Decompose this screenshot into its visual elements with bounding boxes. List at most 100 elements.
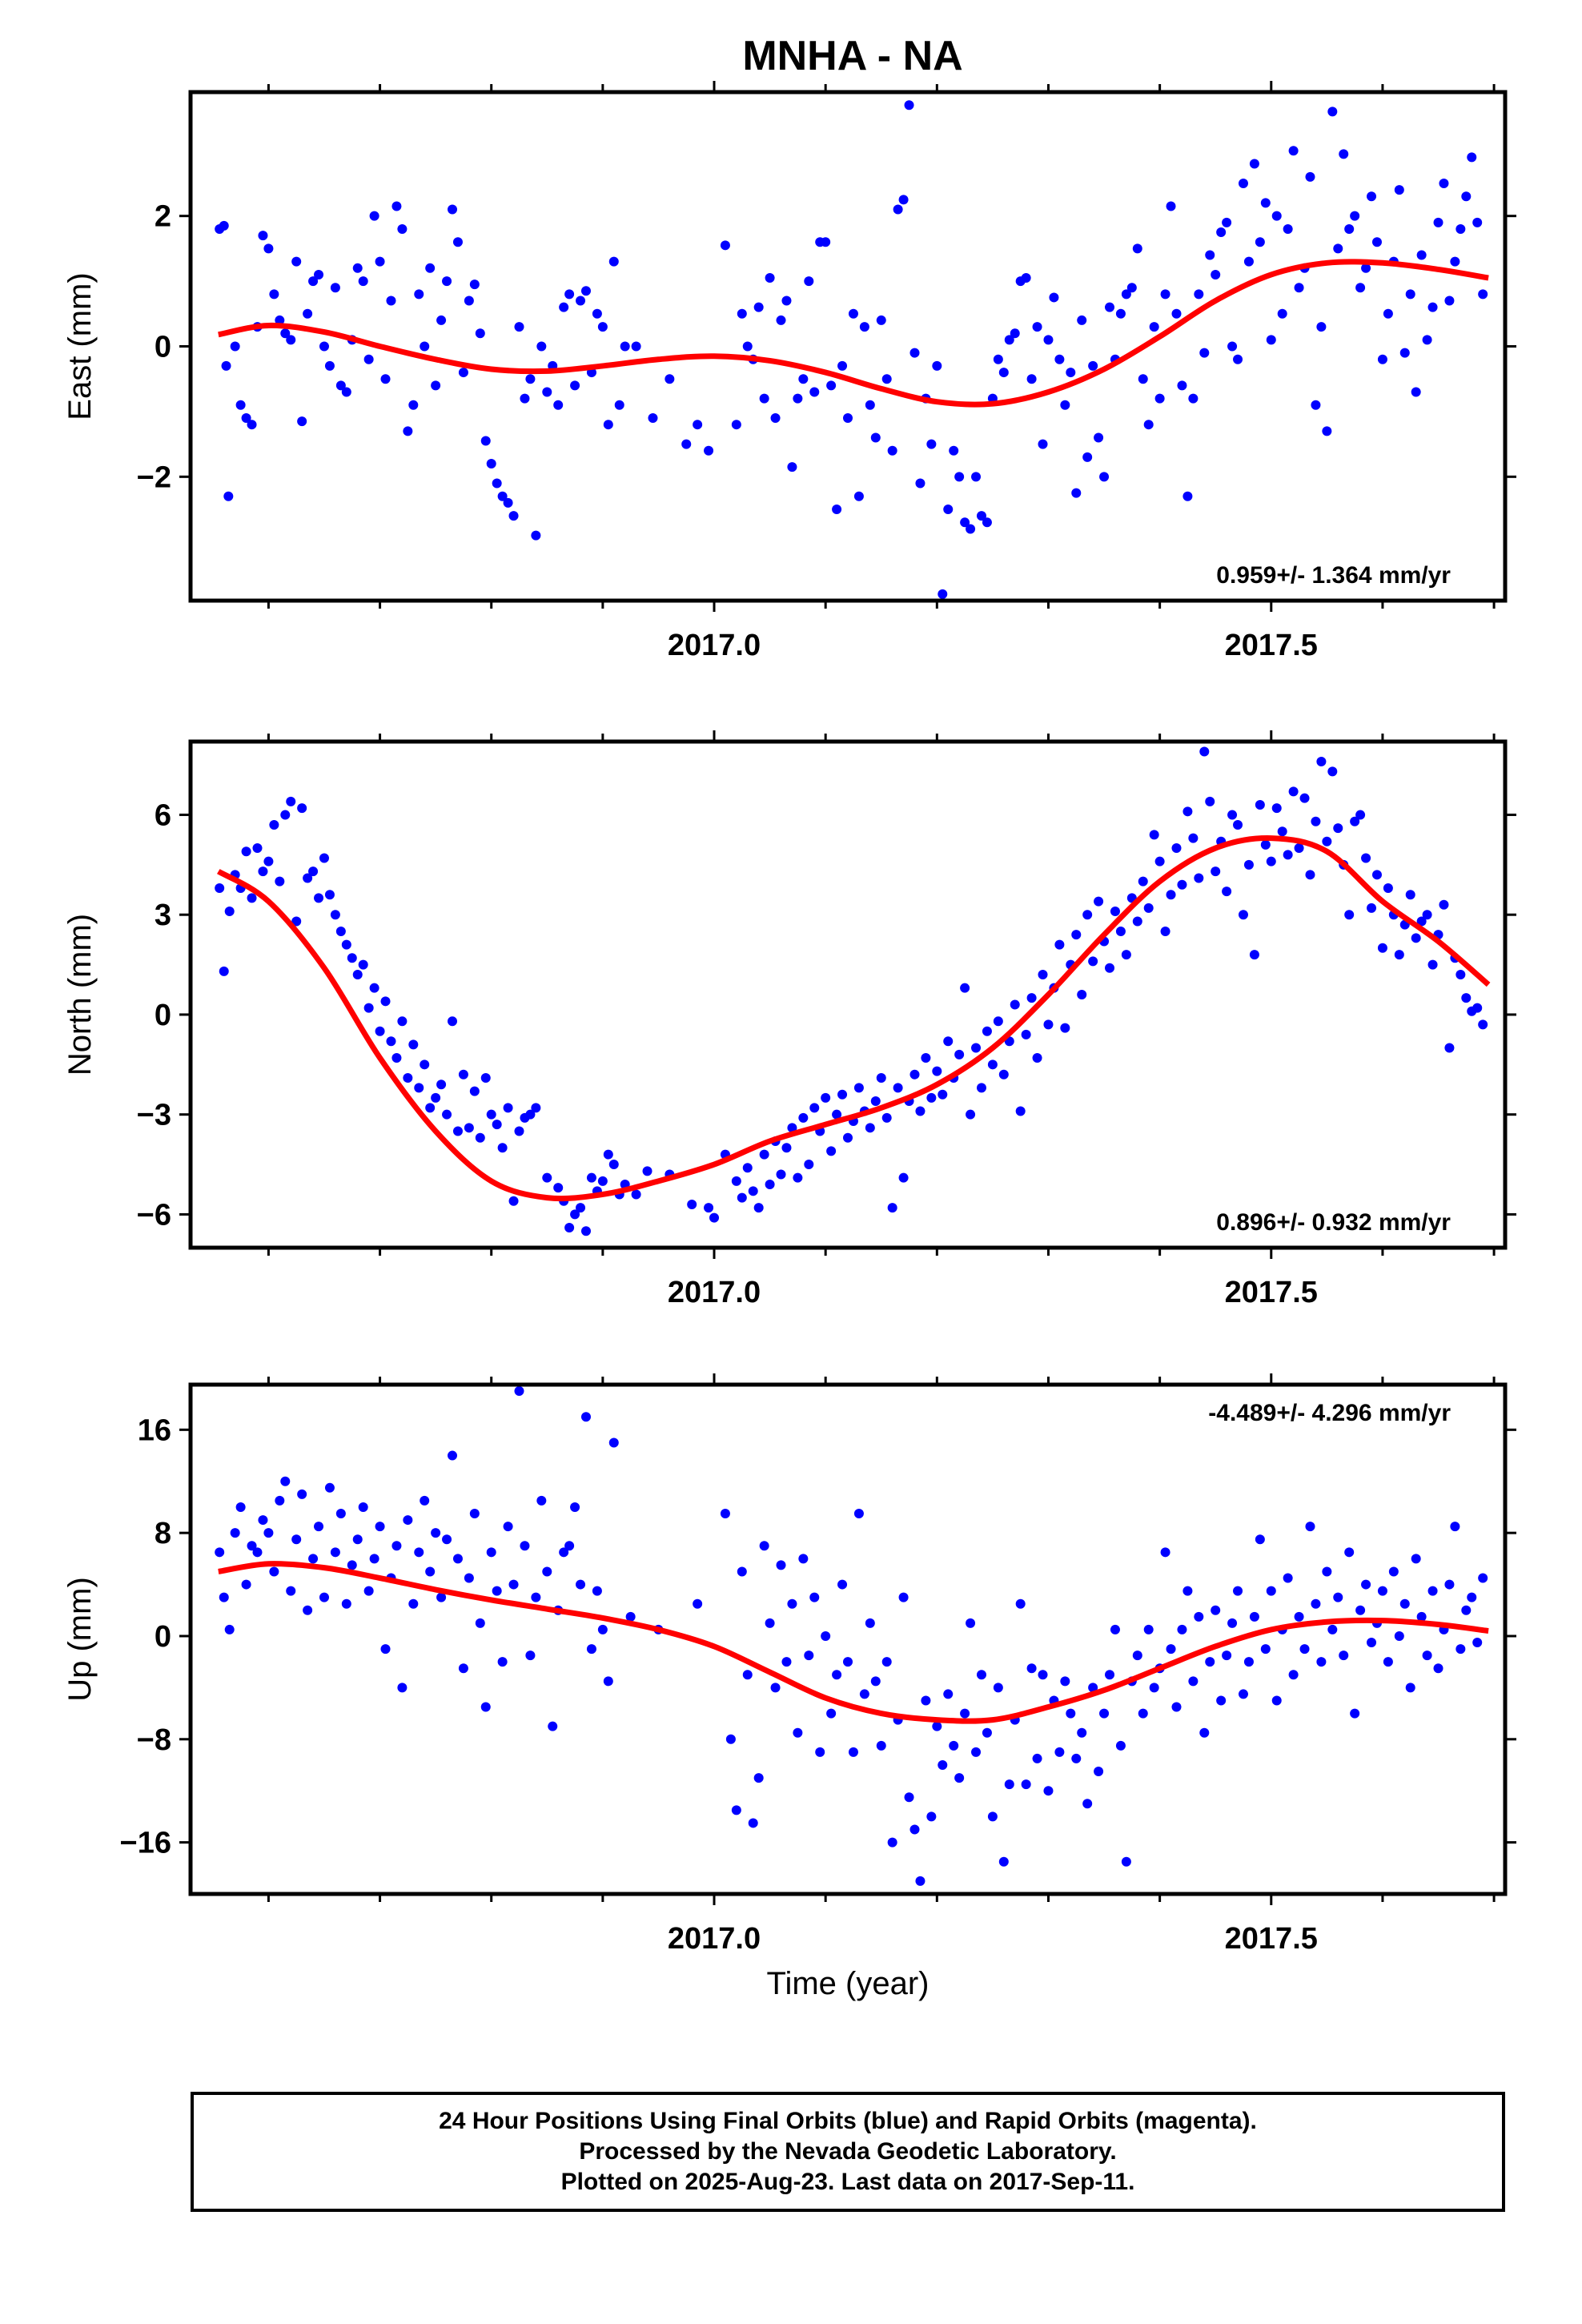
data-point (386, 296, 396, 306)
data-point (1333, 1592, 1343, 1602)
data-point (1344, 1547, 1355, 1558)
data-point (993, 354, 1003, 364)
data-point (881, 1657, 892, 1667)
data-point (1260, 198, 1271, 208)
data-point (1154, 856, 1165, 866)
data-point (1188, 833, 1199, 843)
data-point (252, 1547, 263, 1558)
data-point (1249, 950, 1259, 960)
data-point (1015, 1106, 1026, 1116)
data-point (915, 478, 926, 489)
data-point (1143, 903, 1154, 913)
data-point (938, 1089, 948, 1100)
data-point (576, 296, 586, 306)
data-point (564, 1541, 575, 1551)
data-point (731, 1176, 741, 1186)
data-point (1171, 1702, 1182, 1712)
data-point (1367, 903, 1377, 913)
data-point (1288, 146, 1299, 156)
data-point (219, 220, 229, 231)
data-point (1015, 1598, 1026, 1609)
data-point (887, 1837, 897, 1848)
data-point (1411, 933, 1421, 943)
data-point (1444, 296, 1455, 306)
data-point (960, 517, 970, 528)
data-point (480, 1702, 491, 1712)
data-point (1478, 289, 1488, 300)
data-point (1233, 354, 1243, 364)
data-point (1255, 1534, 1265, 1545)
data-point (909, 348, 920, 358)
data-point (1305, 1522, 1315, 1532)
data-point (1439, 178, 1449, 188)
x-tick-label: 2017.0 (668, 1922, 761, 1956)
data-point (1094, 896, 1104, 907)
data-point (335, 380, 346, 391)
data-point (314, 893, 324, 903)
data-point (1126, 283, 1137, 293)
data-point (1071, 930, 1082, 940)
data-point (1371, 237, 1382, 247)
data-point (386, 1036, 396, 1047)
data-point (1160, 927, 1170, 936)
data-point (1249, 159, 1259, 169)
x-axis-label: Time (year) (767, 1966, 930, 2001)
data-point (1461, 1605, 1472, 1615)
data-point (215, 1547, 225, 1558)
data-point (559, 1547, 569, 1558)
data-point (375, 1026, 385, 1036)
data-point (514, 1126, 524, 1136)
east-y-axis-label: East (mm) (62, 272, 98, 420)
north-frame (188, 739, 1508, 1250)
data-point (1416, 250, 1427, 260)
data-point (592, 1586, 602, 1596)
data-point (1227, 810, 1238, 820)
data-point (1394, 950, 1404, 960)
data-point (1099, 1708, 1110, 1719)
data-point (949, 445, 959, 456)
data-point (531, 1103, 541, 1113)
data-point (982, 1026, 992, 1036)
data-point (1216, 227, 1227, 238)
up-fit-line (218, 1561, 1489, 1724)
data-point (1266, 335, 1276, 345)
data-point (369, 983, 379, 993)
data-point (1143, 1624, 1154, 1634)
data-point (1322, 836, 1332, 846)
data-point (1171, 843, 1182, 854)
data-point (1394, 1630, 1404, 1641)
data-point (436, 315, 447, 325)
data-point (258, 231, 268, 241)
data-point (876, 1740, 886, 1751)
data-point (1188, 1676, 1199, 1687)
data-point (536, 341, 547, 352)
data-point (420, 341, 430, 352)
data-point (631, 1189, 641, 1200)
data-point (737, 1566, 747, 1577)
data-point (341, 1598, 351, 1609)
data-point (1277, 308, 1287, 319)
data-point (1227, 1618, 1238, 1628)
data-point (954, 472, 965, 482)
data-point (898, 1172, 909, 1183)
data-point (542, 387, 552, 397)
data-point (993, 1683, 1003, 1693)
data-point (1277, 826, 1287, 837)
data-point (1478, 1573, 1488, 1583)
data-point (263, 856, 274, 866)
y-tick-label: 2 (155, 200, 171, 234)
data-point (559, 302, 569, 312)
data-point (291, 1534, 302, 1545)
data-point (1049, 292, 1059, 303)
data-point (1271, 803, 1282, 814)
y-tick-label: 16 (138, 1413, 171, 1447)
data-point (241, 1579, 251, 1590)
data-point (1238, 910, 1248, 920)
data-point (525, 1651, 536, 1661)
data-point (1311, 816, 1321, 826)
x-tick-label: 2017.0 (668, 629, 761, 662)
data-point (1105, 963, 1115, 973)
data-point (1361, 853, 1371, 863)
data-point (1243, 859, 1254, 870)
data-point (815, 1747, 825, 1757)
